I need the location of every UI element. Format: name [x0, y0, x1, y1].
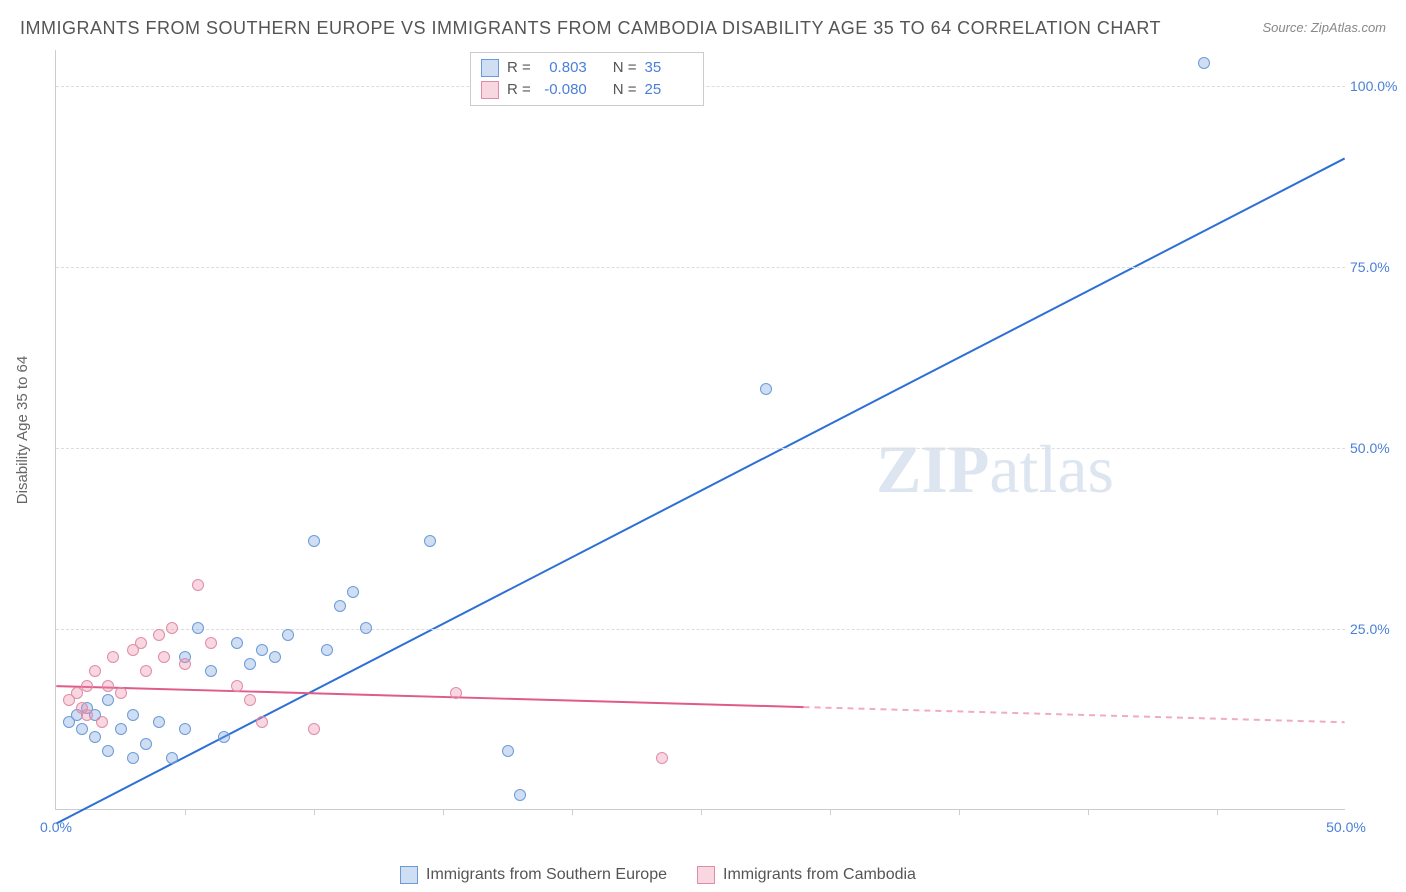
legend-r-value: -0.080 — [539, 79, 587, 101]
scatter-point — [153, 629, 165, 641]
scatter-point — [244, 658, 256, 670]
scatter-point — [205, 637, 217, 649]
scatter-point — [321, 644, 333, 656]
scatter-point — [127, 709, 139, 721]
source-label: Source: ZipAtlas.com — [1262, 20, 1386, 35]
legend-r-value: 0.803 — [539, 57, 587, 79]
y-axis-label: Disability Age 35 to 64 — [14, 356, 31, 504]
legend-label: Immigrants from Cambodia — [723, 866, 916, 884]
legend-swatch — [697, 866, 715, 884]
scatter-point — [256, 644, 268, 656]
legend-n-label: N = — [613, 79, 637, 101]
scatter-point — [218, 731, 230, 743]
gridline-h — [56, 448, 1345, 449]
legend-item: Immigrants from Southern Europe — [400, 866, 667, 884]
legend-row: R = -0.080 N = 25 — [481, 79, 693, 101]
scatter-point — [269, 651, 281, 663]
scatter-point — [89, 665, 101, 677]
x-tick-minor — [314, 809, 315, 815]
scatter-point — [347, 586, 359, 598]
scatter-point — [115, 687, 127, 699]
scatter-point — [81, 709, 93, 721]
legend-r-label: R = — [507, 79, 531, 101]
scatter-point — [308, 723, 320, 735]
scatter-point — [1198, 57, 1210, 69]
x-tick-minor — [1088, 809, 1089, 815]
scatter-point — [115, 723, 127, 735]
scatter-point — [127, 752, 139, 764]
legend-item: Immigrants from Cambodia — [697, 866, 916, 884]
scatter-point — [76, 723, 88, 735]
scatter-point — [102, 694, 114, 706]
scatter-point — [424, 535, 436, 547]
scatter-point — [166, 752, 178, 764]
series-legend: Immigrants from Southern Europe Immigrant… — [400, 866, 916, 884]
scatter-point — [360, 622, 372, 634]
legend-swatch — [481, 81, 499, 99]
scatter-point — [205, 665, 217, 677]
legend-n-value: 35 — [645, 57, 693, 79]
scatter-point — [140, 738, 152, 750]
trend-line — [56, 158, 1344, 823]
scatter-point — [107, 651, 119, 663]
scatter-point — [282, 629, 294, 641]
x-tick-minor — [185, 809, 186, 815]
legend-r-label: R = — [507, 57, 531, 79]
scatter-point — [89, 731, 101, 743]
trend-line — [56, 686, 803, 707]
scatter-point — [153, 716, 165, 728]
legend-swatch — [400, 866, 418, 884]
scatter-point — [96, 716, 108, 728]
y-tick-label: 100.0% — [1350, 78, 1400, 94]
scatter-point — [179, 723, 191, 735]
x-tick-label: 50.0% — [1326, 819, 1366, 835]
scatter-point — [334, 600, 346, 612]
legend-n-label: N = — [613, 57, 637, 79]
scatter-point — [231, 637, 243, 649]
scatter-point — [256, 716, 268, 728]
plot-area: ZIPatlas 25.0%50.0%75.0%100.0%0.0%50.0% — [55, 50, 1345, 810]
scatter-point — [502, 745, 514, 757]
x-tick-minor — [572, 809, 573, 815]
legend-n-value: 25 — [645, 79, 693, 101]
scatter-point — [760, 383, 772, 395]
x-tick-minor — [830, 809, 831, 815]
scatter-point — [450, 687, 462, 699]
x-tick-minor — [701, 809, 702, 815]
x-tick-minor — [443, 809, 444, 815]
scatter-point — [192, 579, 204, 591]
x-tick-minor — [959, 809, 960, 815]
gridline-h — [56, 267, 1345, 268]
legend-label: Immigrants from Southern Europe — [426, 866, 667, 884]
scatter-point — [102, 745, 114, 757]
chart-title: IMMIGRANTS FROM SOUTHERN EUROPE VS IMMIG… — [20, 18, 1161, 39]
y-tick-label: 75.0% — [1350, 259, 1400, 275]
trend-line-dashed — [804, 707, 1345, 722]
scatter-point — [308, 535, 320, 547]
gridline-h — [56, 629, 1345, 630]
scatter-point — [514, 789, 526, 801]
x-tick-minor — [1217, 809, 1218, 815]
scatter-point — [179, 658, 191, 670]
x-tick-label: 0.0% — [40, 819, 72, 835]
scatter-point — [192, 622, 204, 634]
legend-swatch — [481, 59, 499, 77]
correlation-legend: R = 0.803 N = 35 R = -0.080 N = 25 — [470, 52, 704, 106]
scatter-point — [166, 622, 178, 634]
scatter-point — [656, 752, 668, 764]
y-tick-label: 50.0% — [1350, 440, 1400, 456]
scatter-point — [231, 680, 243, 692]
scatter-point — [81, 680, 93, 692]
scatter-point — [140, 665, 152, 677]
scatter-point — [244, 694, 256, 706]
scatter-point — [102, 680, 114, 692]
scatter-point — [158, 651, 170, 663]
scatter-point — [135, 637, 147, 649]
y-tick-label: 25.0% — [1350, 621, 1400, 637]
legend-row: R = 0.803 N = 35 — [481, 57, 693, 79]
